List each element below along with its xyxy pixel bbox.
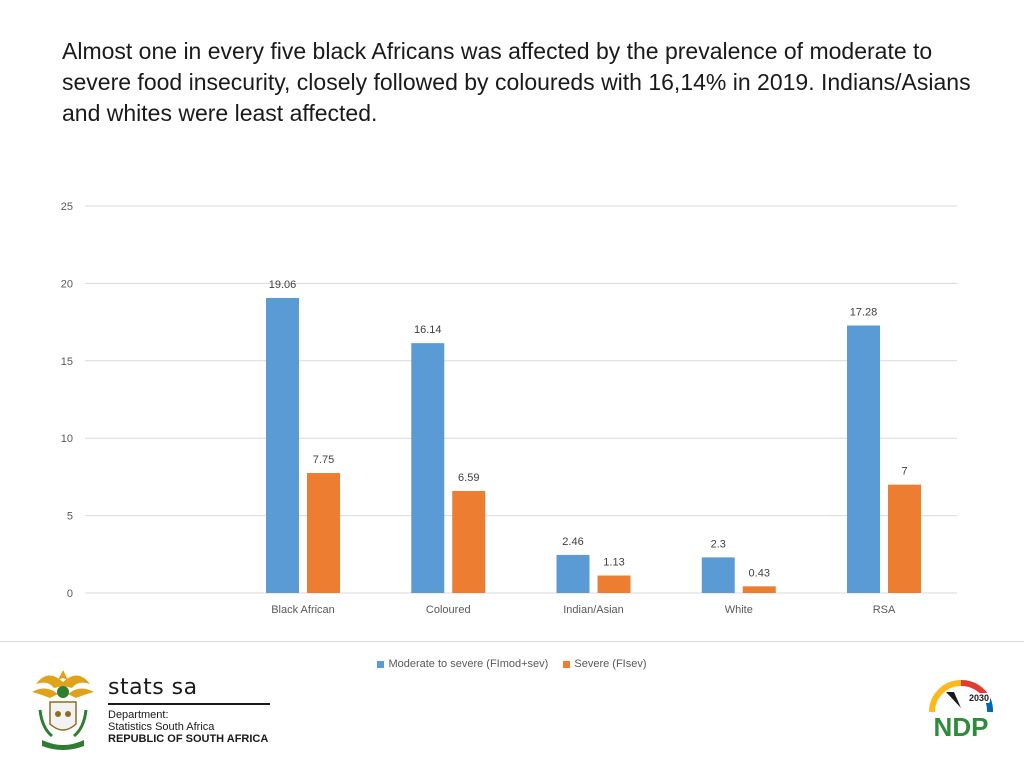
bar-severe-2 xyxy=(597,575,631,593)
y-tick-label-20: 20 xyxy=(61,278,73,290)
department-name: Statistics South Africa xyxy=(108,721,215,733)
data-label-severe-3: 0.43 xyxy=(749,567,770,579)
coat-of-arms-icon xyxy=(32,670,94,750)
y-tick-label-0: 0 xyxy=(67,588,73,600)
bar-moderate-1 xyxy=(411,343,445,593)
department-label: Department: xyxy=(108,709,169,721)
x-tick-label-3: White xyxy=(725,604,753,616)
legend-label-moderate: Moderate to severe (FImod+sev) xyxy=(388,658,549,670)
bar-moderate-4 xyxy=(847,325,880,593)
bar-moderate-2 xyxy=(556,554,590,593)
data-label-moderate-1: 16.14 xyxy=(414,324,442,336)
bar-severe-0 xyxy=(307,473,340,593)
headline: Almost one in every five black Africans … xyxy=(62,38,971,126)
legend-item-severe: Severe (FIsev) xyxy=(563,658,647,670)
bar-severe-3 xyxy=(742,586,776,593)
legend-item-moderate: Moderate to severe (FImod+sev) xyxy=(377,658,548,670)
republic-label: REPUBLIC OF SOUTH AFRICA xyxy=(108,733,269,745)
legend-label-severe: Severe (FIsev) xyxy=(574,658,647,670)
data-label-severe-1: 6.59 xyxy=(458,472,479,484)
bar-moderate-0 xyxy=(266,297,299,593)
x-tick-label-4: RSA xyxy=(873,604,896,616)
data-label-severe-4: 7 xyxy=(901,466,907,478)
x-tick-label-0: Black African xyxy=(271,604,335,616)
data-label-moderate-0: 19.06 xyxy=(269,279,297,291)
footer-divider xyxy=(0,641,1024,642)
legend-swatch-moderate xyxy=(377,660,385,668)
stats-sa-logo: stats sa Department: Statistics South Af… xyxy=(108,676,270,745)
stats-sa-wordmark: stats sa xyxy=(108,675,198,700)
bar-chart: 0 5 10 15 20 25 Black African 19.06 7.75 Coloured… xyxy=(61,201,957,616)
ndp-year: 2030 xyxy=(969,693,989,703)
stats-sa-rule xyxy=(108,703,270,705)
data-label-severe-0: 7.75 xyxy=(313,454,334,466)
data-label-severe-2: 1.13 xyxy=(603,557,624,569)
data-label-moderate-2: 2.46 xyxy=(562,536,583,548)
y-tick-label-15: 15 xyxy=(61,356,73,368)
bar-severe-1 xyxy=(452,490,486,593)
bar-severe-4 xyxy=(888,484,921,593)
legend-swatch-severe xyxy=(563,660,571,668)
y-tick-label-25: 25 xyxy=(61,201,73,213)
data-label-moderate-4: 17.28 xyxy=(850,307,878,319)
x-tick-label-2: Indian/Asian xyxy=(563,604,624,616)
ndp-2030-logo: 2030 NDP xyxy=(929,679,994,742)
ndp-wordmark: NDP xyxy=(934,712,989,742)
x-tick-label-1: Coloured xyxy=(426,604,471,616)
bar-moderate-3 xyxy=(701,557,735,593)
chart-legend: Moderate to severe (FImod+sev) Severe (F… xyxy=(0,658,1024,671)
y-tick-label-5: 5 xyxy=(67,511,73,523)
y-tick-label-10: 10 xyxy=(61,433,73,445)
data-label-moderate-3: 2.3 xyxy=(711,538,726,550)
